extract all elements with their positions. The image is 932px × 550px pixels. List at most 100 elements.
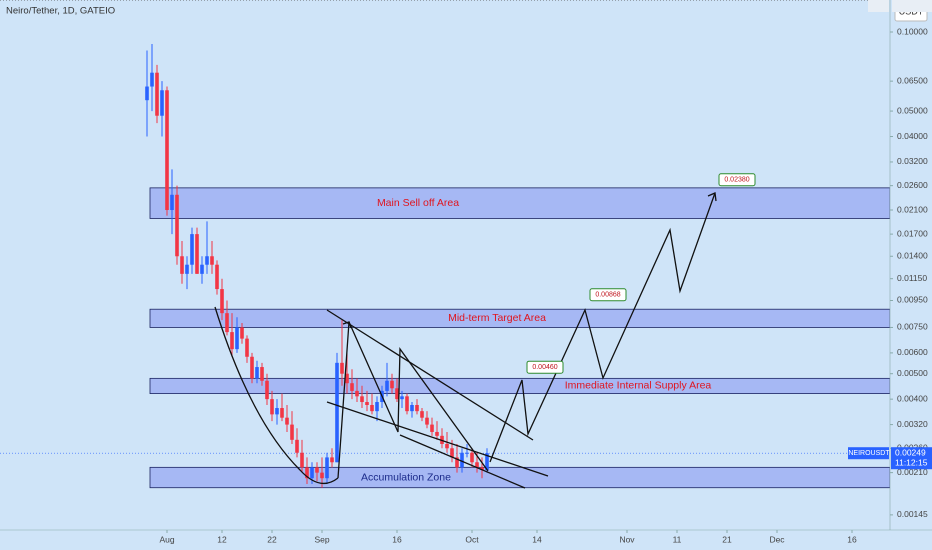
y-tick-label: 0.00145: [897, 509, 928, 519]
zone-label: Mid-term Target Area: [448, 312, 546, 324]
candle-body: [310, 467, 314, 479]
zone: [149, 187, 891, 219]
chart-title: Neiro/Tether, 1D, GATEIO: [6, 6, 115, 17]
candle-body: [470, 452, 474, 463]
candle-body: [395, 388, 399, 400]
candle-body: [260, 367, 264, 381]
candle-body: [155, 72, 159, 116]
candle-body: [475, 462, 479, 468]
y-tick-label: 0.01400: [897, 251, 928, 261]
target-box: [526, 360, 564, 374]
candle-body: [410, 404, 414, 412]
candle-body: [420, 411, 424, 418]
candle-body: [435, 431, 439, 436]
candle-body: [390, 380, 394, 389]
candle-body: [325, 457, 329, 479]
price-tag: [892, 0, 932, 12]
target-box: [718, 173, 756, 187]
candle-body: [285, 417, 289, 425]
target-label: 0.00460: [532, 364, 557, 371]
candle-body: [385, 380, 389, 391]
candle-body: [405, 396, 409, 412]
candle-body: [450, 448, 454, 458]
candle-body: [465, 452, 469, 454]
candle-body: [145, 86, 149, 101]
y-tick-label: 0.00950: [897, 295, 928, 305]
candle-body: [300, 452, 304, 468]
x-tick-label: Aug: [159, 534, 174, 544]
last-price-tag: [891, 447, 932, 470]
candle-body: [415, 404, 419, 412]
candle-body: [355, 390, 359, 397]
candle-body: [345, 373, 349, 384]
candle-body: [430, 424, 434, 432]
y-tick-label: 0.03200: [897, 156, 928, 166]
y-tick-label: 0.04000: [897, 131, 928, 141]
candle-body: [150, 72, 154, 87]
name-tag: [868, 0, 889, 12]
candle-body: [245, 338, 249, 357]
y-tick-label: 0.00320: [897, 419, 928, 429]
candle-body: [200, 264, 204, 274]
candle-body: [210, 256, 214, 265]
candle-body: [400, 396, 404, 400]
arrow-head: [707, 192, 717, 202]
drawings: [214, 192, 717, 489]
candle-body: [460, 452, 464, 468]
candle-body: [375, 402, 379, 412]
y-tick-label: 0.00600: [897, 347, 928, 357]
target-box: [589, 288, 627, 302]
candle-body: [235, 327, 239, 350]
candle-body: [250, 356, 254, 379]
y-tick-label: 0.01700: [897, 228, 928, 238]
x-tick-label: Oct: [465, 534, 479, 544]
candle-body: [180, 256, 184, 274]
zone: [149, 466, 891, 489]
candle-body: [480, 467, 484, 470]
x-tick-label: Dec: [769, 534, 785, 544]
y-tick-label: 0.00400: [897, 393, 928, 403]
candle-body: [265, 380, 269, 400]
rounded-bottom: [214, 306, 339, 485]
candle-body: [175, 194, 179, 257]
candle-body: [445, 443, 449, 449]
y-tick-label: 0.00750: [897, 322, 928, 332]
candle-body: [350, 383, 354, 391]
candle-body: [425, 417, 429, 425]
candle-body: [330, 457, 334, 463]
candle-body: [195, 234, 199, 274]
countdown: 11:12:15: [895, 457, 928, 467]
candle-body: [240, 327, 244, 339]
x-tick-label: 21: [722, 534, 732, 544]
candle-body: [340, 362, 344, 374]
x-tick-label: 16: [847, 534, 857, 544]
candle-body: [230, 332, 234, 350]
y-tick-label: 0.00500: [897, 368, 928, 378]
candle-body: [190, 234, 194, 265]
y-tick-label: 0.01150: [897, 273, 927, 283]
x-tick-label: Sep: [314, 534, 329, 544]
projection: [489, 192, 716, 463]
target-label: 0.00868: [595, 292, 620, 299]
wedge-lower-2: [399, 434, 526, 489]
candle-body: [290, 424, 294, 440]
x-tick-label: 16: [392, 534, 402, 544]
arrow-head: [342, 321, 352, 329]
candle-body: [255, 367, 259, 379]
wedge-lower: [326, 401, 549, 477]
candle-body: [485, 453, 489, 470]
y-tick-label: 0.06500: [897, 75, 928, 85]
candle-body: [205, 256, 209, 265]
x-tick-label: 12: [217, 534, 227, 544]
candle-body: [305, 467, 309, 479]
zigzag: [337, 321, 489, 479]
y-tick-label: 0.02600: [897, 180, 928, 190]
candle-body: [360, 396, 364, 403]
symbol: NEIROUSDT: [848, 450, 890, 457]
candle-body: [185, 264, 189, 274]
candle-body: [455, 457, 459, 468]
y-tick-label: 0.10000: [897, 26, 928, 36]
candle-body: [270, 399, 274, 415]
candle-body: [335, 362, 339, 463]
candle-body: [220, 289, 224, 314]
